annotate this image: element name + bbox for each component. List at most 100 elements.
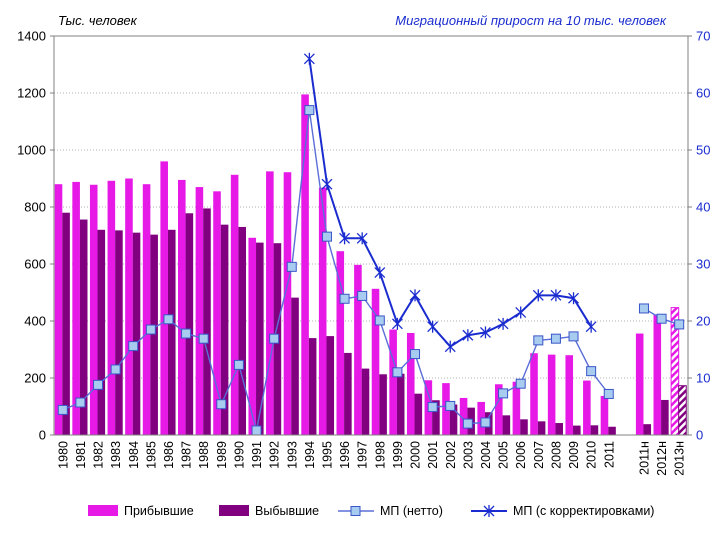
x-tick-label: 2011	[602, 441, 616, 468]
marker-adjusted-migration	[550, 289, 562, 302]
bar-arrivals	[565, 355, 574, 435]
bar-arrivals	[371, 288, 380, 435]
left-unit-label: Тыс. человек	[58, 13, 138, 28]
bar-departures	[326, 336, 335, 435]
bar-arrivals	[195, 187, 204, 435]
marker-net-migration	[427, 402, 438, 413]
right-axis: 0 10 20 30 40 50 60 70	[688, 29, 710, 443]
x-tick-label: 2011н	[638, 441, 652, 475]
bar-departures	[308, 338, 317, 435]
bar-arrivals	[266, 171, 274, 435]
bar-arrivals	[406, 332, 415, 435]
bar-arrivals	[54, 184, 63, 435]
y-right-tick-label: 50	[696, 143, 710, 158]
marker-adjusted-migration	[515, 306, 527, 319]
bar-arrivals	[336, 251, 345, 435]
bar-arrivals	[178, 179, 186, 435]
marker-net-migration	[216, 399, 227, 410]
x-tick-label: 2009	[567, 441, 581, 469]
x-tick-label: 1990	[232, 441, 246, 469]
bar-arrivals	[125, 178, 133, 435]
y-left-tick-label: 400	[24, 314, 46, 329]
bar-arrivals	[72, 181, 80, 435]
bar-arrivals	[283, 172, 292, 436]
y-left-tick-label: 600	[24, 257, 46, 272]
x-tick-label: 2002	[444, 441, 458, 469]
marker-net-migration	[480, 417, 491, 428]
x-tick-label: 1991	[250, 441, 264, 469]
x-tick-label: 2008	[549, 441, 563, 469]
legend-swatch-net-marker	[350, 506, 361, 516]
marker-net-migration	[110, 364, 121, 375]
bar-arrivals	[213, 191, 221, 435]
x-tick-label: 2001	[426, 441, 440, 469]
left-axis: 0 200 400 600 800 1000 1200 1400	[17, 29, 54, 443]
y-left-tick-label: 200	[24, 371, 46, 386]
marker-net-migration	[498, 388, 509, 399]
x-tick-label: 1988	[197, 441, 211, 469]
bar-departures	[132, 232, 141, 435]
legend-swatch-departures	[219, 505, 249, 516]
marker-adjusted-migration	[409, 289, 421, 302]
x-tick-label: 1981	[74, 441, 88, 469]
marker-net-migration	[462, 418, 473, 429]
marker-net-migration	[445, 400, 456, 411]
marker-net-migration	[603, 388, 614, 399]
marker-adjusted-migration	[427, 320, 439, 333]
marker-adjusted-migration	[391, 317, 403, 330]
bar-departures	[238, 226, 246, 435]
marker-net-migration	[321, 231, 332, 242]
y-right-tick-label: 40	[696, 200, 710, 215]
x-tick-label: 1992	[268, 441, 282, 469]
marker-adjusted-migration	[497, 317, 509, 330]
bar-departures	[115, 230, 123, 435]
bar-departures	[537, 421, 546, 435]
marker-net-migration	[374, 315, 385, 326]
x-tick-labels: 1980 1981 1982 1983 1984 1985 1986 1987 1988 1989…	[56, 441, 686, 476]
bar-departures	[608, 426, 616, 435]
marker-net-migration	[269, 333, 280, 344]
legend-swatch-arrivals	[88, 505, 118, 516]
marker-net-migration	[392, 367, 403, 378]
legend: Прибывшие Выбывшие МП (нетто) МП (с корр…	[88, 504, 654, 518]
bar-departures	[256, 242, 264, 435]
bar-departures	[573, 425, 581, 435]
y-left-tick-label: 800	[24, 200, 46, 215]
x-tick-label: 1997	[356, 441, 370, 469]
bar-arrivals	[318, 187, 327, 435]
bar-arrivals	[89, 184, 98, 435]
marker-adjusted-migration	[585, 320, 597, 333]
marker-net-migration	[163, 314, 174, 325]
bar-arrivals	[107, 180, 116, 435]
bar-departures	[379, 374, 387, 435]
bar-departures	[449, 404, 458, 435]
bar-arrivals	[301, 94, 309, 436]
bar-departures	[678, 385, 687, 436]
marker-net-migration	[656, 313, 667, 324]
bar-departures	[432, 400, 440, 435]
plot-frame	[53, 35, 689, 436]
marker-net-migration	[533, 335, 544, 346]
bar-arrivals	[547, 354, 556, 435]
bar-arrivals	[512, 381, 521, 435]
marker-adjusted-migration	[462, 329, 474, 342]
bar-departures	[661, 399, 669, 435]
marker-adjusted-migration	[303, 52, 315, 65]
bar-arrivals	[354, 264, 362, 435]
gridlines	[54, 92, 688, 379]
bar-departures	[414, 393, 423, 435]
bar-departures	[361, 368, 370, 435]
bar-departures	[97, 229, 106, 435]
marker-adjusted-migration	[356, 232, 368, 245]
y-left-tick-label: 1400	[17, 29, 46, 44]
x-tick-label: 1998	[373, 441, 387, 469]
bar-arrivals	[653, 314, 662, 435]
y-left-tick-label: 0	[39, 428, 46, 443]
x-tick-label: 1996	[338, 441, 352, 469]
bar-arrivals	[495, 384, 503, 435]
marker-net-migration	[410, 349, 421, 360]
bar-departures	[555, 423, 563, 435]
y-right-tick-label: 30	[696, 257, 710, 272]
marker-net-migration	[286, 261, 297, 272]
